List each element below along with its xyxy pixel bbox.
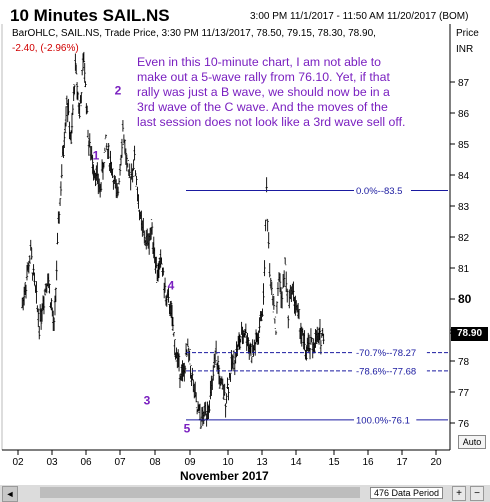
time-tick-label: 17 — [396, 457, 408, 468]
price-axis-unit: INR — [456, 44, 474, 55]
time-tick-label: 06 — [80, 457, 92, 468]
wave-label: 5 — [184, 421, 191, 435]
wave-label: 2 — [115, 83, 122, 97]
fib-label-bg — [354, 364, 427, 377]
time-tick-label: 16 — [362, 457, 374, 468]
price-tick-label: 80 — [458, 292, 472, 306]
chart-title: 10 Minutes SAIL.NS — [10, 6, 170, 25]
price-tick-label: 83 — [458, 202, 470, 213]
fib-levels: 0.0%--83.5 -70.7%--78.27 -78.6%--77.68 100.… — [186, 184, 451, 426]
fib-label: 100.0%-76.1 — [356, 415, 410, 426]
price-tick-label: 86 — [458, 109, 470, 120]
time-ticks: 02 03 06 07 08 09 10 13 14 15 16 17 20 — [12, 450, 442, 468]
fib-label-bg — [354, 413, 417, 426]
price-tick-label: 78 — [458, 357, 470, 368]
fib-label: -78.6%--77.68 — [356, 366, 416, 377]
fib-label: 0.0%--83.5 — [356, 186, 402, 197]
price-tick-label: 76 — [458, 419, 470, 430]
time-tick-label: 15 — [328, 457, 340, 468]
time-tick-label: 09 — [184, 457, 196, 468]
zoom-out-button[interactable]: − — [470, 486, 484, 501]
price-tick-label: 87 — [458, 78, 470, 89]
price-ticks: 767778798081828384858687 — [450, 78, 472, 430]
ohlc-legend: BarOHLC, SAIL.NS, Trade Price, 3:30 PM 1… — [12, 28, 376, 39]
price-tick-label: 77 — [458, 388, 470, 399]
price-tick-label: 82 — [458, 233, 470, 244]
wave-label: 1 — [93, 149, 100, 163]
time-tick-label: 03 — [46, 457, 58, 468]
time-tick-label: 07 — [114, 457, 126, 468]
fib-label-bg — [354, 184, 411, 197]
wave-labels: 1 2 3 4 5 — [93, 83, 191, 435]
wave-label: 4 — [168, 279, 175, 293]
time-tick-label: 02 — [12, 457, 24, 468]
ohlc-bars — [21, 51, 325, 429]
x-axis-title: November 2017 — [180, 469, 269, 483]
date-range: 3:00 PM 11/1/2017 - 11:50 AM 11/20/2017 … — [250, 11, 469, 22]
price-tick-label: 84 — [458, 171, 470, 182]
scroll-thumb[interactable] — [40, 487, 360, 498]
price-axis-title: Price — [456, 28, 479, 39]
analysis-note: Even in this 10-minute chart, I am not a… — [137, 55, 406, 129]
fib-label-bg — [354, 346, 427, 359]
time-tick-label: 14 — [290, 457, 302, 468]
time-tick-label: 10 — [222, 457, 234, 468]
data-period-label: 476 Data Period — [370, 487, 444, 499]
last-price-tag: 78.90 — [451, 327, 488, 341]
zoom-in-button[interactable]: + — [452, 486, 466, 501]
fib-label: -70.7%--78.27 — [356, 348, 416, 359]
price-tick-label: 81 — [458, 264, 470, 275]
scroll-left-arrow-icon[interactable]: ◄ — [2, 486, 18, 502]
wave-label: 3 — [144, 393, 151, 407]
time-tick-label: 20 — [430, 457, 442, 468]
auto-scale-button[interactable]: Auto — [458, 435, 486, 449]
time-tick-label: 08 — [149, 457, 161, 468]
change-value: -2.40, (-2.96%) — [12, 43, 79, 54]
time-tick-label: 13 — [256, 457, 268, 468]
price-tick-label: 85 — [458, 140, 470, 151]
